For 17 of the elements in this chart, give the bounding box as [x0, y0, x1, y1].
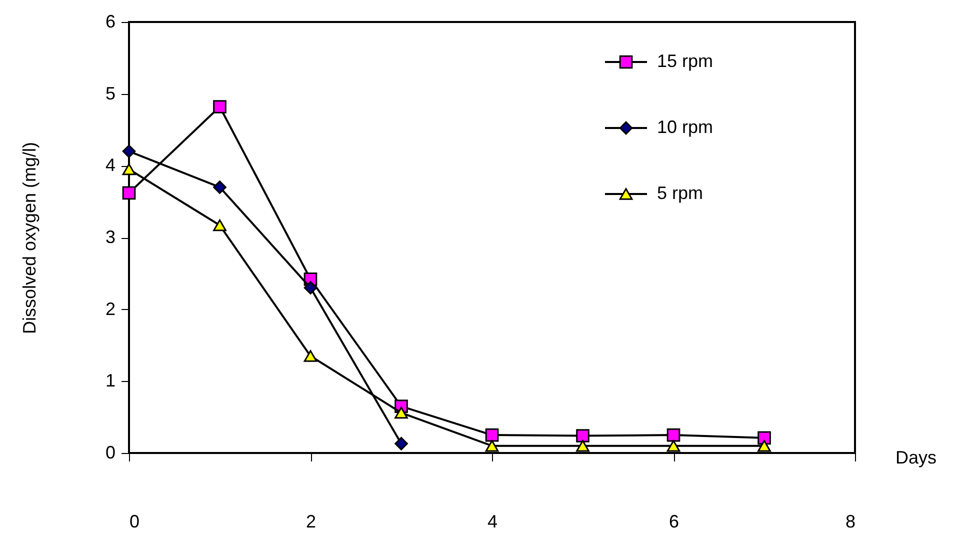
- x-tick-label: 8: [845, 512, 856, 532]
- x-tick-label: 6: [668, 512, 680, 532]
- x-tick-label: 0: [130, 512, 140, 532]
- x-tick-label: 2: [306, 512, 316, 532]
- x-axis-title: Days: [896, 448, 937, 468]
- x-tick-label: 4: [487, 512, 498, 532]
- y-tick-label: 2: [105, 298, 116, 319]
- legend-label: 5 rpm: [657, 183, 704, 203]
- y-tick-label: 0: [105, 442, 116, 462]
- y-tick-label: 1: [105, 370, 116, 391]
- y-axis-title: Dissolved oxygen (mg/l): [20, 142, 40, 334]
- legend-label: 10 rpm: [657, 117, 714, 137]
- y-tick-label: 3: [105, 227, 116, 247]
- y-tick-label: 6: [105, 12, 116, 32]
- y-tick-label: 5: [105, 83, 116, 104]
- legend-label: 15 rpm: [657, 51, 714, 71]
- y-tick-label: 4: [105, 155, 116, 176]
